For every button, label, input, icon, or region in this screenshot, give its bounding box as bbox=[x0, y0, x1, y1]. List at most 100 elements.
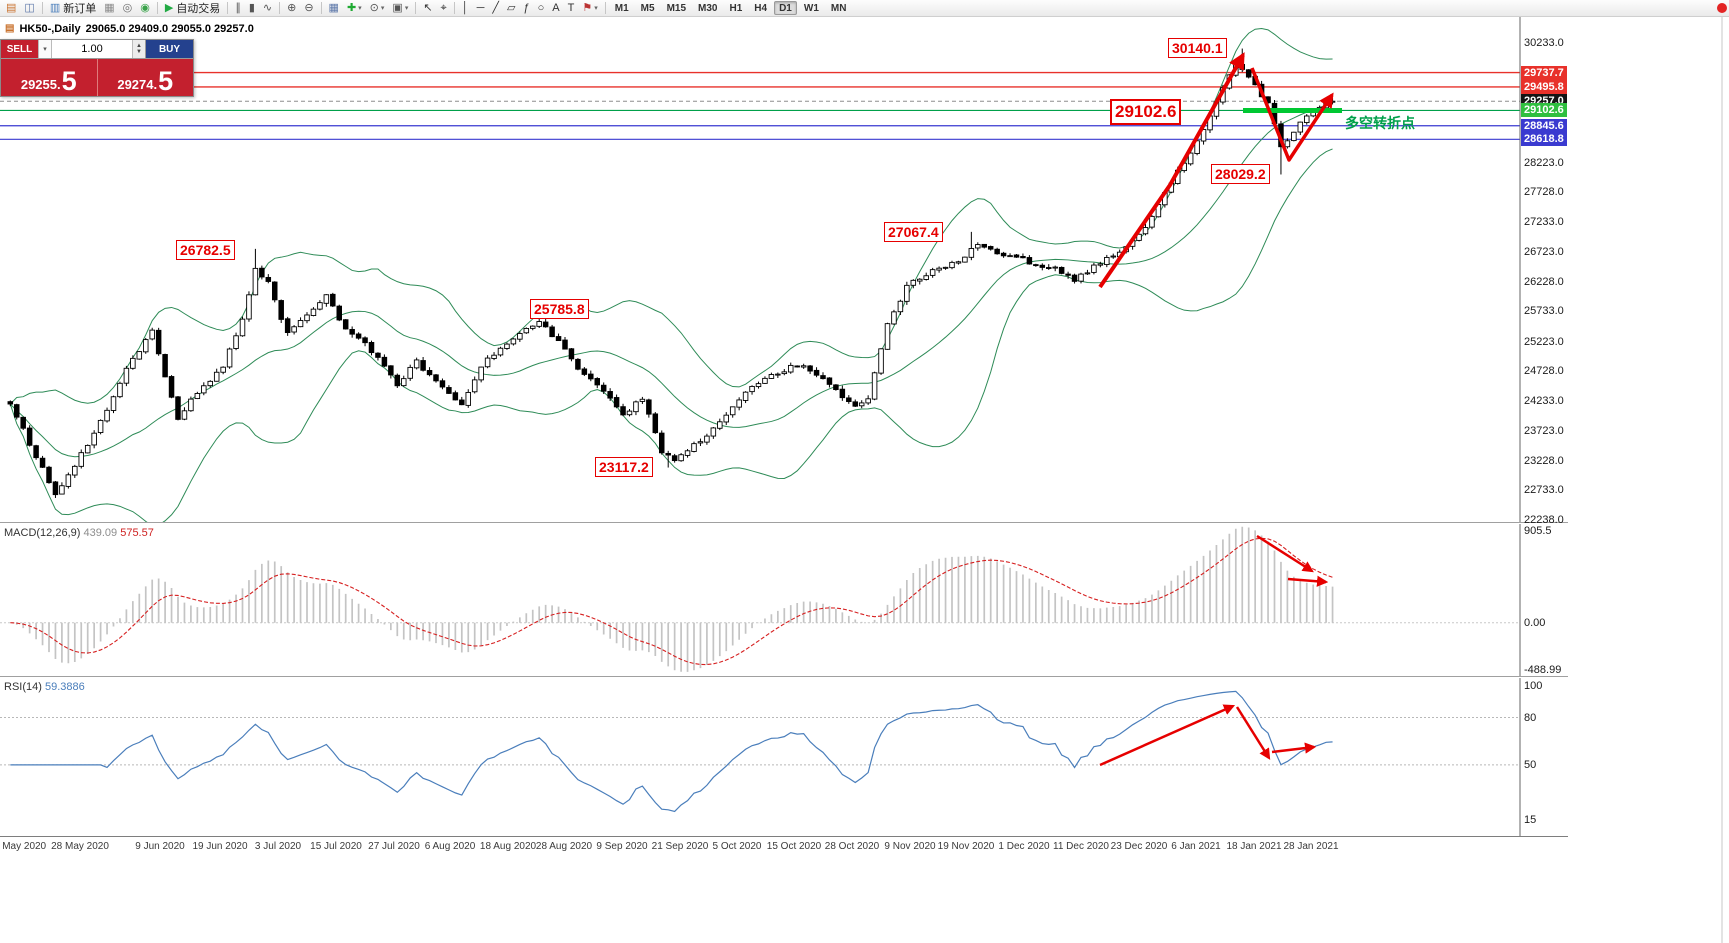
equidistant-channel-button[interactable]: ▱ bbox=[504, 1, 518, 16]
bars-chart-button[interactable]: ∥ bbox=[232, 1, 244, 16]
buy-button[interactable]: BUY bbox=[145, 40, 193, 58]
candle-body bbox=[497, 347, 504, 356]
lot-decrease-icon[interactable]: ▼ bbox=[136, 49, 142, 55]
candle-body bbox=[375, 352, 381, 358]
timeframe-m5-button[interactable]: M5 bbox=[640, 3, 655, 14]
candle-body bbox=[671, 455, 678, 462]
time-axis-label: 23 Dec 2020 bbox=[1110, 841, 1168, 852]
indicators-caret-icon[interactable]: ▾ bbox=[358, 5, 362, 12]
trend-arrow[interactable] bbox=[1271, 742, 1317, 754]
new-order-label: 新订单 bbox=[63, 3, 97, 15]
periods-button[interactable]: ⊙ ▾ bbox=[367, 1, 388, 16]
order-type-dropdown[interactable]: ▾ bbox=[38, 40, 52, 58]
macd-histogram bbox=[15, 526, 1334, 672]
candles-chart-button[interactable]: ▮ bbox=[246, 1, 258, 16]
timeframe-mn-button[interactable]: MN bbox=[830, 3, 847, 14]
timeframe-w1-button[interactable]: W1 bbox=[803, 3, 819, 14]
panel-separator[interactable] bbox=[0, 676, 1568, 677]
candle-body bbox=[310, 308, 317, 316]
time-axis[interactable]: 8 May 2020 28 May 2020 9 Jun 2020 19 Jun 20… bbox=[0, 837, 1568, 859]
candle-body bbox=[1200, 129, 1207, 142]
timeframe-h4-button[interactable]: H4 bbox=[754, 3, 768, 14]
candle-body bbox=[65, 474, 72, 487]
templates-button[interactable]: ▣ ▾ bbox=[389, 1, 411, 16]
price-axis-tick: 24233.0 bbox=[1524, 394, 1564, 407]
crosshair-button[interactable]: ⌖ bbox=[438, 1, 450, 16]
vertical-line-button[interactable]: │ bbox=[459, 1, 472, 16]
new-order-button[interactable]: ▥ 新订单 bbox=[47, 1, 99, 16]
candle-body bbox=[987, 246, 994, 250]
trend-arrow[interactable] bbox=[1287, 575, 1329, 587]
timeframe-m1-button[interactable]: M1 bbox=[614, 3, 629, 14]
time-axis-label: 18 Jan 2021 bbox=[1226, 841, 1282, 852]
fibonacci-button[interactable]: ƒ bbox=[521, 1, 533, 16]
chart-profiles-button[interactable]: ◫ bbox=[21, 1, 37, 16]
zoom-in-button[interactable]: ⊕ bbox=[284, 1, 299, 16]
tile-windows-button[interactable]: ▦ bbox=[326, 1, 342, 16]
lot-stepper[interactable]: ▲ ▼ bbox=[132, 40, 145, 58]
arrow-objects-caret-icon[interactable]: ▾ bbox=[594, 5, 598, 12]
timeframe-m30-button[interactable]: M30 bbox=[698, 3, 718, 14]
trend-arrow[interactable] bbox=[1098, 52, 1245, 289]
candle-body bbox=[1097, 263, 1104, 266]
candle-body bbox=[813, 369, 820, 376]
autotrading-button[interactable]: ▶ 自动交易 bbox=[162, 1, 223, 16]
trend-arrow[interactable] bbox=[1256, 534, 1314, 573]
candle-body bbox=[858, 402, 865, 407]
candle-body bbox=[942, 266, 949, 269]
candle-body bbox=[168, 376, 175, 398]
line-chart-button[interactable]: ∿ bbox=[260, 1, 275, 16]
macd-panel[interactable] bbox=[0, 524, 1568, 676]
text-label-button[interactable]: T bbox=[565, 1, 578, 16]
panel-separator[interactable] bbox=[0, 522, 1568, 523]
trend-arrow[interactable] bbox=[1235, 706, 1271, 760]
candle-body bbox=[542, 321, 549, 328]
horizontal-lines-layer[interactable] bbox=[0, 71, 1520, 140]
right-scrollbar[interactable] bbox=[1721, 17, 1723, 943]
candle-body bbox=[78, 452, 84, 467]
candle-body bbox=[917, 278, 923, 282]
cursor-button[interactable]: ↖ bbox=[420, 1, 435, 16]
trendline-button[interactable]: ╱ bbox=[489, 1, 502, 16]
text-button[interactable]: A bbox=[549, 1, 562, 16]
candle-body bbox=[897, 300, 904, 313]
text-label-icon: T bbox=[567, 1, 575, 14]
ask-price-pip: 5 bbox=[158, 65, 174, 96]
sell-price-button[interactable]: 29255. 5 bbox=[1, 59, 98, 96]
lot-increase-icon[interactable]: ▲ bbox=[136, 43, 142, 49]
time-axis-label: 11 Dec 2020 bbox=[1053, 841, 1109, 852]
candle-body bbox=[865, 398, 871, 404]
timeframe-d1-button[interactable]: D1 bbox=[774, 1, 797, 15]
sell-button[interactable]: SELL bbox=[1, 40, 38, 58]
indicators-button[interactable]: ✚ ▾ bbox=[344, 1, 365, 16]
candle-body bbox=[594, 378, 601, 386]
candle-body bbox=[923, 275, 929, 280]
zoom-out-button[interactable]: ⊖ bbox=[301, 1, 316, 16]
vertical-line-icon: │ bbox=[461, 1, 469, 14]
timeframe-h1-button[interactable]: H1 bbox=[729, 3, 743, 14]
chart-window-button[interactable]: ▦ bbox=[101, 1, 117, 16]
shapes-button[interactable]: ○ bbox=[535, 1, 548, 16]
periods-caret-icon[interactable]: ▾ bbox=[380, 5, 385, 12]
arrow-objects-button[interactable]: ⚑ ▾ bbox=[579, 1, 600, 16]
trend-arrow[interactable] bbox=[1099, 704, 1236, 767]
toolbar-separator bbox=[41, 2, 43, 14]
rsi-panel[interactable] bbox=[0, 678, 1568, 836]
candle-body bbox=[110, 396, 117, 411]
price-chart[interactable] bbox=[0, 17, 1568, 522]
candle-body bbox=[1245, 69, 1252, 78]
candle-body bbox=[955, 261, 962, 264]
alerts-button[interactable]: ◉ bbox=[137, 1, 153, 16]
trend-arrow[interactable] bbox=[1250, 67, 1334, 162]
time-axis-label: 8 May 2020 bbox=[0, 841, 47, 852]
horizontal-line-button[interactable]: ─ bbox=[474, 1, 488, 16]
arrow-objects-icon: ⚑ bbox=[582, 1, 593, 14]
timeframe-m15-button[interactable]: M15 bbox=[666, 3, 687, 14]
notification-dot-icon[interactable] bbox=[1717, 3, 1727, 13]
candles-layer[interactable] bbox=[7, 48, 1336, 498]
buy-price-button[interactable]: 29274. 5 bbox=[97, 59, 193, 96]
new-chart-button[interactable]: ▤ bbox=[3, 1, 19, 16]
templates-caret-icon[interactable]: ▾ bbox=[404, 5, 409, 12]
lot-size-input[interactable]: 1.00 bbox=[52, 40, 132, 58]
expert-advisors-button[interactable]: ◎ bbox=[120, 1, 136, 16]
